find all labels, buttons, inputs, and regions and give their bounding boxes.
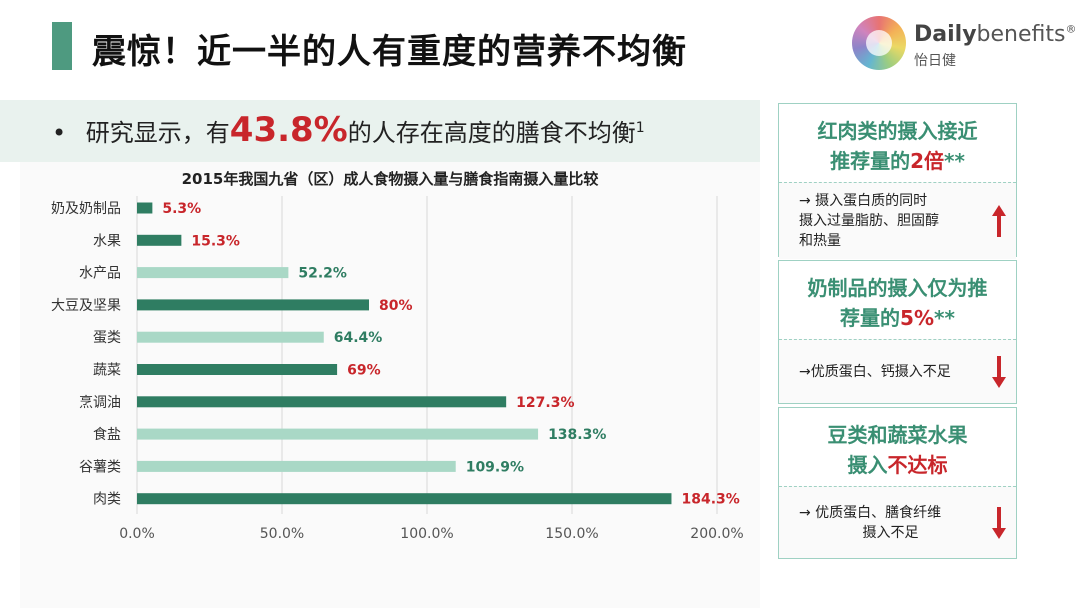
bar-value-label: 69% [347,363,381,379]
bar [137,396,507,408]
bar [137,202,153,214]
bullet-suffix: 的人存在高度的膳食不均衡 [347,119,636,147]
card-heading: 奶制品的摄入仅为推荐量的5%** [779,261,1016,339]
card-heading-line: 奶制品的摄入仅为推 [785,273,1010,303]
insight-card: 红肉类的摄入接近 推荐量的2倍** → 摄入蛋白质的同时 摄入过量脂肪、胆固醇 和热量 [778,103,1017,259]
bar [137,428,539,440]
card-heading-text: ** [934,306,955,330]
card-heading-highlight: 不达标 [887,453,948,477]
bar [137,234,182,246]
card-heading-line: 荐量的5%** [785,303,1010,333]
card-body-line: → 摄入蛋白质的同时 [799,193,928,209]
y-category-label: 水果 [93,233,121,249]
bar-value-label: 138.3% [548,427,606,443]
x-tick-label: 0.0% [119,526,155,542]
red-arrow-up-icon [992,205,1006,237]
y-category-label: 大豆及坚果 [51,298,121,314]
bar-value-label: 109.9% [466,459,524,475]
card-heading-text: ** [944,149,965,173]
bar [137,460,456,472]
bar-value-label: 52.2% [298,266,347,282]
title-accent-bar [52,22,72,70]
key-finding-bullet: • 研究显示，有43.8%的人存在高度的膳食不均衡1 [52,110,645,150]
card-heading-line: 推荐量的2倍** [785,146,1010,176]
card-heading-text: 豆类和蔬菜水果 [827,423,968,447]
insight-card: 奶制品的摄入仅为推荐量的5%** →优质蛋白、钙摄入不足 [778,260,1017,404]
card-body-line: → 优质蛋白、膳食纤维 [799,504,942,521]
y-category-label: 蔬菜 [93,363,121,379]
red-arrow-down-icon [992,506,1006,539]
bullet-footnote-ref: 1 [635,120,645,136]
logo-wheel-icon [852,16,906,70]
y-category-label: 水产品 [79,266,121,282]
card-heading-text: 红肉类的摄入接近 [817,119,978,143]
card-heading-text: 荐量的 [840,306,901,330]
bar-value-label: 127.3% [516,395,574,411]
card-body-line: 摄入不足 [862,524,919,541]
bar-value-label: 5.3% [162,201,201,217]
insight-card: 豆类和蔬菜水果 摄入不达标 → 优质蛋白、膳食纤维 摄入不足 [778,407,1017,559]
bullet-band [0,100,760,162]
bar-chart: 0.0% 50.0% 100.0% 150.0% 200.0% 奶及奶制品 5.3% 水果 15… [51,196,744,542]
card-body-line: →优质蛋白、钙摄入不足 [799,363,951,380]
card-body-line: 摄入过量脂肪、胆固醇 [799,213,939,229]
logo-wordmark-light: benefits [976,22,1066,47]
y-category-label: 肉类 [93,492,121,508]
y-category-label: 谷薯类 [79,459,121,475]
y-category-label: 食盐 [93,426,121,443]
red-arrow-down-icon [992,355,1006,388]
chart-panel: 2015年我国九省（区）成人食物摄入量与膳食指南摄入量比较 0.0% 50.0% 1… [20,162,760,608]
card-heading-text: 奶制品的摄入仅为推 [807,276,988,300]
card-body-line: 和热量 [799,233,841,249]
card-body: → 优质蛋白、膳食纤维摄入不足 [779,486,1016,558]
card-heading-line: 豆类和蔬菜水果 [785,420,1010,450]
bar [137,267,289,279]
brand-logo: Dailybenefits® 怡日健 [852,14,1076,74]
card-heading-highlight: 2倍 [910,149,944,173]
page-title: 震惊！近一半的人有重度的营养不均衡 [92,32,687,72]
card-heading-text: 摄入 [847,453,888,477]
card-heading: 豆类和蔬菜水果摄入不达标 [779,408,1016,486]
logo-registered-mark: ® [1065,22,1077,36]
bullet-dot: • [52,119,67,147]
y-category-label: 烹调油 [79,394,121,411]
card-body: →优质蛋白、钙摄入不足 [779,339,1016,403]
card-heading-line: 摄入不达标 [785,450,1010,480]
card-body: → 摄入蛋白质的同时 摄入过量脂肪、胆固醇 和热量 [779,182,1016,259]
bar-value-label: 64.4% [334,330,383,346]
x-tick-label: 200.0% [690,526,743,542]
bar [137,364,338,375]
y-category-label: 奶及奶制品 [51,201,121,217]
card-heading-highlight: 5% [900,306,935,330]
x-tick-label: 100.0% [400,526,453,542]
bullet-highlight-percent: 43.8% [229,110,348,150]
bar [137,493,672,505]
x-tick-label: 150.0% [545,526,598,542]
bar-value-label: 15.3% [191,233,240,249]
card-heading-line: 红肉类的摄入接近 [785,116,1010,146]
bar [137,331,324,343]
logo-wordmark: Dailybenefits® [914,22,1076,47]
bullet-prefix: 研究显示，有 [85,119,230,147]
x-tick-label: 50.0% [260,526,304,542]
bar-value-label: 80% [379,298,413,314]
bar [137,299,369,311]
card-heading-text: 推荐量的 [830,149,911,173]
logo-chinese-name: 怡日健 [914,53,956,69]
logo-wordmark-bold: Daily [914,22,977,47]
chart-title: 2015年我国九省（区）成人食物摄入量与膳食指南摄入量比较 [181,170,599,188]
bar-value-label: 184.3% [681,492,739,508]
card-heading: 红肉类的摄入接近推荐量的2倍** [779,104,1016,182]
y-category-label: 蛋类 [93,330,121,346]
